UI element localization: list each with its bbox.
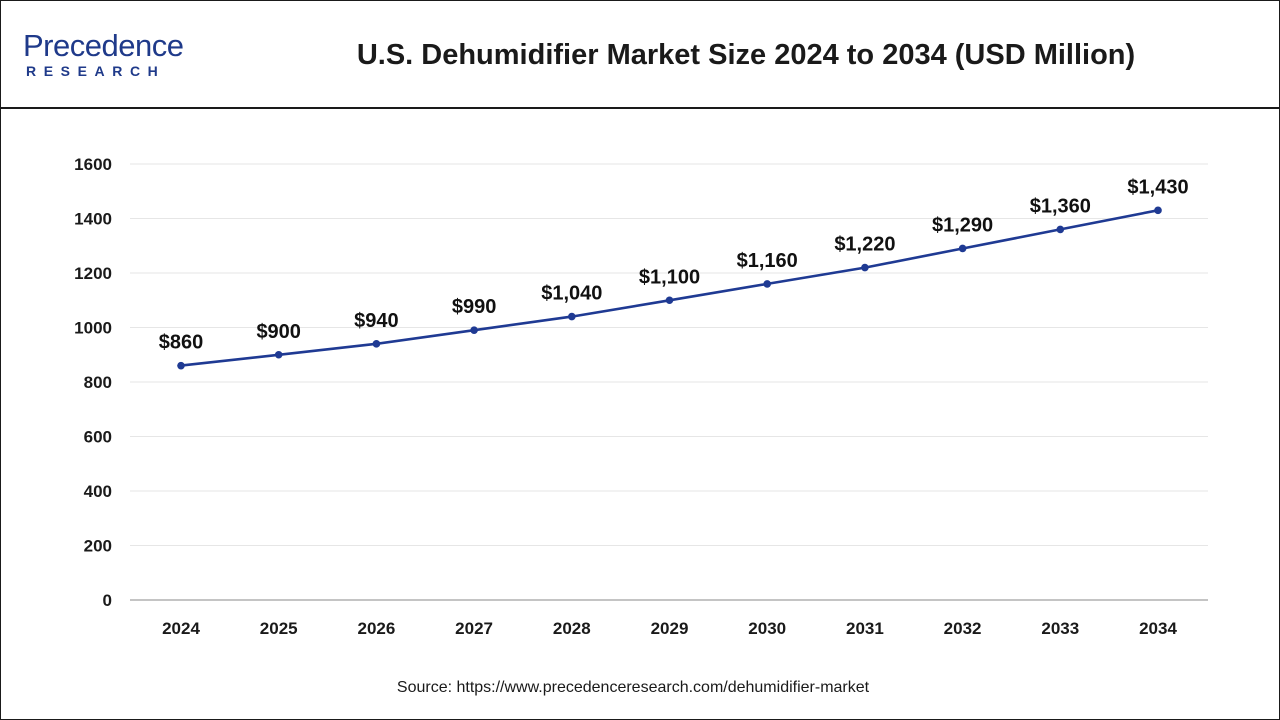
source-note: Source: https://www.precedenceresearch.c… xyxy=(396,679,870,696)
data-point xyxy=(763,280,771,288)
data-label: $1,430 xyxy=(1127,176,1188,198)
data-label: $1,360 xyxy=(1030,195,1091,217)
data-label: $1,290 xyxy=(932,214,993,236)
data-label: $990 xyxy=(452,296,497,318)
data-label: $860 xyxy=(159,332,204,354)
data-point xyxy=(177,361,185,370)
x-tick-label: 2026 xyxy=(357,619,395,638)
y-tick-label: 1600 xyxy=(74,155,112,174)
x-tick-label: 2034 xyxy=(1139,619,1177,638)
x-tick-label: 2030 xyxy=(748,619,786,638)
data-label: $1,100 xyxy=(639,266,700,288)
x-tick-label: 2029 xyxy=(651,619,689,638)
data-point xyxy=(274,350,283,359)
y-tick-label: 600 xyxy=(84,428,112,447)
y-tick-label: 0 xyxy=(103,591,112,610)
x-tick-label: 2028 xyxy=(553,619,591,638)
data-labels: $860 $900 $940 $990 $1,040 $1,100 $1,160 $1,220… xyxy=(159,176,1189,353)
y-tick-label: 1000 xyxy=(74,319,112,338)
data-point xyxy=(958,244,967,253)
y-tick-label: 1200 xyxy=(74,264,112,283)
data-point xyxy=(861,263,869,272)
data-label: $1,220 xyxy=(834,234,895,256)
brand-logo: Precedence RESEARCH xyxy=(23,29,223,85)
data-point xyxy=(1056,225,1065,234)
logo-subtitle: RESEARCH xyxy=(26,63,166,79)
y-tick-label: 800 xyxy=(84,373,112,392)
x-tick-label: 2027 xyxy=(455,619,493,638)
axes: 0 200 400 600 800 1000 1200 1400 1600 2024 2025 202… xyxy=(74,155,1208,638)
data-point xyxy=(568,312,576,321)
logo-wordmark: Precedence xyxy=(23,28,184,63)
x-tick-label: 2031 xyxy=(846,619,884,638)
data-point xyxy=(470,326,478,335)
data-point xyxy=(1154,206,1162,215)
header: Precedence RESEARCH U.S. Dehumidifier Ma… xyxy=(1,1,1279,109)
data-label: $900 xyxy=(256,321,301,343)
y-tick-label: 200 xyxy=(84,537,112,556)
y-tick-label: 1400 xyxy=(74,210,112,229)
series xyxy=(177,206,1162,370)
x-tick-label: 2024 xyxy=(162,619,200,638)
data-point xyxy=(665,296,674,305)
y-tick-label: 400 xyxy=(84,482,112,501)
x-tick-label: 2033 xyxy=(1041,619,1079,638)
gridlines xyxy=(130,163,1208,546)
chart-title: U.S. Dehumidifier Market Size 2024 to 20… xyxy=(356,39,1136,71)
data-point xyxy=(372,340,381,348)
data-label: $940 xyxy=(354,310,399,332)
data-label: $1,160 xyxy=(737,250,798,272)
data-label: $1,040 xyxy=(541,283,602,305)
x-tick-label: 2032 xyxy=(944,619,982,638)
x-tick-label: 2025 xyxy=(260,619,298,638)
